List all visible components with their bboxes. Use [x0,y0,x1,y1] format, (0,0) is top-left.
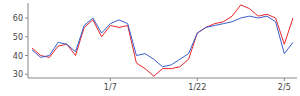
x-axis [28,78,297,79]
x-tick-label: 1/22 [188,83,206,92]
series-line [32,5,293,76]
y-axis [28,3,29,78]
chart: 30 40 50 60 1/7 1/22 2/5 [0,0,300,96]
x-tick [197,78,198,81]
y-tick-label: 30 [13,70,23,79]
y-tick [25,36,28,37]
y-tick [25,74,28,75]
x-tick-label: 1/7 [104,83,117,92]
series-line [32,16,293,67]
y-tick-label: 60 [13,14,23,23]
x-tick [284,78,285,81]
x-tick-label: 2/5 [278,83,291,92]
y-tick [25,55,28,56]
y-tick-label: 50 [13,33,23,42]
plot [32,5,293,76]
x-tick [110,78,111,81]
y-tick [25,18,28,19]
y-tick-label: 40 [13,52,23,61]
